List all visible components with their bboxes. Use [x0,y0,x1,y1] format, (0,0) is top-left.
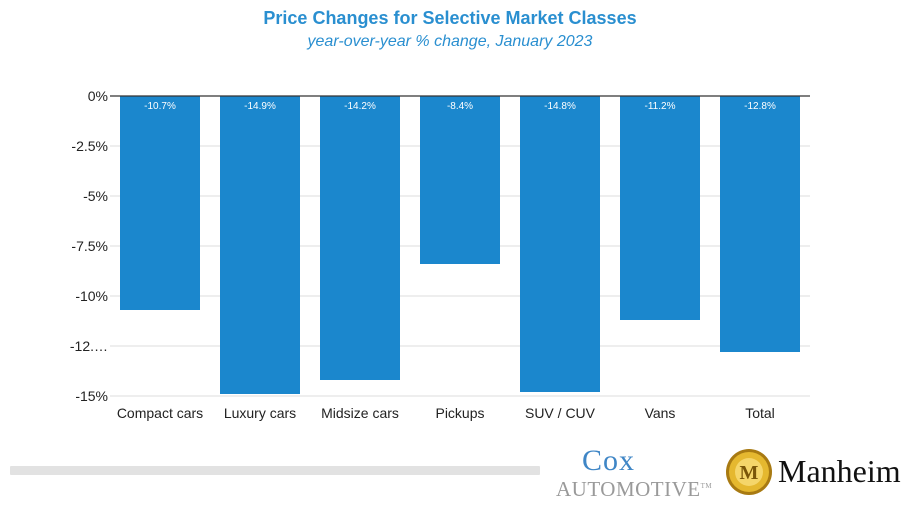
data-label: -11.2% [645,101,676,112]
chart-title: Price Changes for Selective Market Class… [263,8,637,28]
cox-trademark: TM [700,482,713,490]
manheim-badge-letter: M [740,462,759,484]
bar [320,96,400,380]
bar [220,96,300,394]
bar [120,96,200,310]
y-tick-label: -7.5% [71,238,108,254]
x-tick-label: Compact cars [117,405,203,421]
x-tick-label: Total [745,405,775,421]
x-tick-label: SUV / CUV [525,405,596,421]
bar [620,96,700,320]
y-tick-label: -10% [75,288,108,304]
footer-divider [10,466,540,475]
x-tick-label: Midsize cars [321,405,399,421]
y-tick-label: -15% [75,388,108,404]
data-label: -14.9% [244,101,276,112]
y-tick-label: -5% [83,188,108,204]
cox-automotive-logo: Cox AUTOMOTIVETM [556,444,716,501]
y-tick-label: 0% [88,88,108,104]
data-label: -8.4% [447,101,473,112]
cox-logo-text: Cox [582,444,636,477]
x-tick-label: Vans [645,405,676,421]
data-label: -14.2% [344,101,376,112]
chart-subtitle: year-over-year % change, January 2023 [307,33,593,50]
bar [520,96,600,392]
data-label: -14.8% [544,101,576,112]
bar-chart: 0% -2.5% -5% -7.5% -10% -12.… -15% -10.7% Compac… [70,88,810,421]
manheim-badge-icon: M [726,449,772,495]
data-label: -10.7% [144,101,176,112]
cox-automotive-text: AUTOMOTIVETM [556,475,712,500]
cox-automotive-word: AUTOMOTIVE [556,477,701,501]
manheim-logo-text: Manheim [778,453,901,489]
x-tick-label: Pickups [435,405,484,421]
y-tick-label: -12.… [70,338,108,354]
data-label: -12.8% [744,101,776,112]
y-tick-label: -2.5% [71,138,108,154]
bar [720,96,800,352]
x-tick-label: Luxury cars [224,405,296,421]
bar [420,96,500,264]
